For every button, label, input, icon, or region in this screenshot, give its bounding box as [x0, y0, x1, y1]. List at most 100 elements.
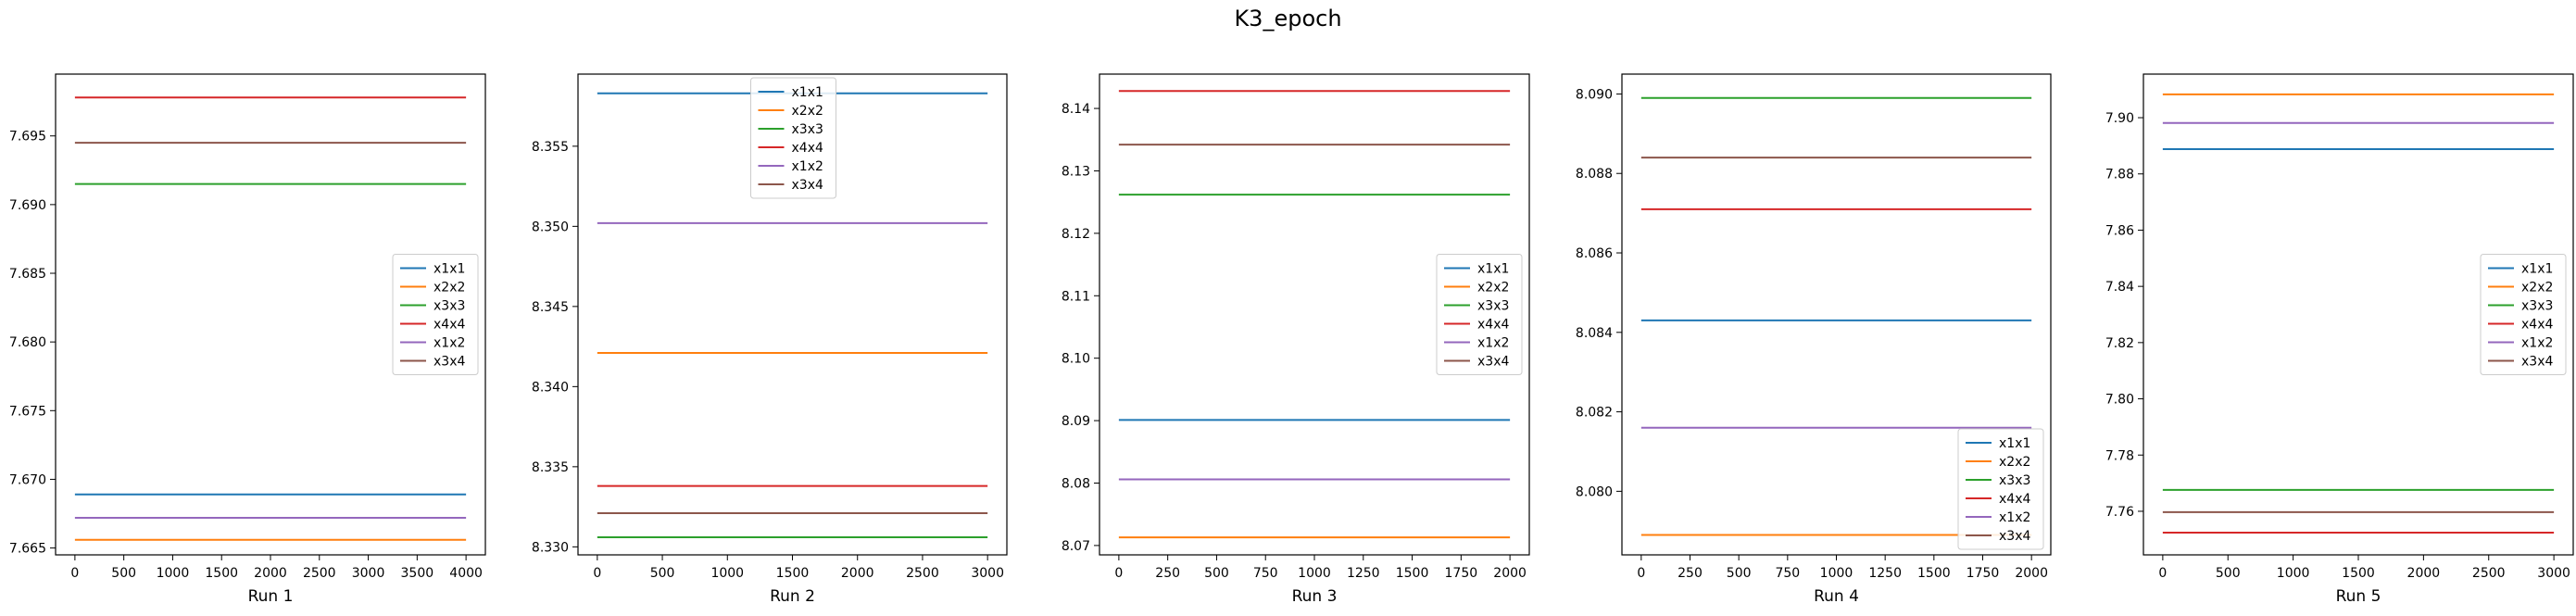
legend-label-x2x2: x2x2: [792, 104, 823, 119]
x-tick-label: 1000: [2277, 566, 2310, 581]
y-tick-label: 8.090: [1576, 87, 1613, 102]
y-tick-label: 7.78: [2105, 448, 2134, 463]
y-tick-label: 8.340: [532, 380, 569, 395]
legend-label-x3x4: x3x4: [1477, 355, 1509, 370]
x-tick-label: 250: [1155, 566, 1180, 581]
y-tick-label: 8.084: [1576, 326, 1613, 341]
y-tick-label: 7.76: [2105, 505, 2134, 520]
y-tick-label: 8.345: [532, 300, 569, 315]
y-tick-label: 7.665: [9, 542, 46, 557]
legend-label-x4x4: x4x4: [1477, 318, 1509, 333]
x-tick-label: 2000: [1493, 566, 1527, 581]
legend-label-x2x2: x2x2: [1999, 455, 2030, 470]
legend-label-x4x4: x4x4: [434, 318, 465, 333]
x-tick-label: 1000: [1298, 566, 1331, 581]
x-tick-label: 2500: [2472, 566, 2506, 581]
y-tick-label: 8.14: [1062, 102, 1090, 117]
y-tick-label: 7.90: [2105, 111, 2134, 126]
x-tick-label: 2000: [254, 566, 287, 581]
legend-label-x2x2: x2x2: [2521, 281, 2553, 295]
legend: x1x1 x2x2 x3x3 x4x4 x1x2 x3x4: [1436, 254, 1523, 375]
legend: x1x1 x2x2 x3x3 x4x4 x1x2 x3x4: [1957, 428, 2044, 550]
x-tick-label: 1500: [776, 566, 810, 581]
x-tick-label: 1500: [205, 566, 238, 581]
y-tick-label: 8.350: [532, 220, 569, 234]
legend-label-x4x4: x4x4: [792, 141, 823, 156]
x-axis-label: Run 1: [248, 587, 294, 606]
x-tick-label: 1250: [1347, 566, 1380, 581]
x-tick-label: 500: [650, 566, 675, 581]
y-tick-label: 8.080: [1576, 484, 1613, 499]
legend-label-x3x3: x3x3: [1999, 473, 2030, 488]
x-tick-label: 0: [593, 566, 601, 581]
x-tick-label: 0: [1114, 566, 1123, 581]
legend-box: [1436, 254, 1523, 375]
figure-title: K3_epoch: [1234, 6, 1342, 31]
x-axis-label: Run 3: [1292, 587, 1338, 606]
legend-label-x2x2: x2x2: [434, 281, 465, 295]
x-tick-label: 1750: [1967, 566, 2000, 581]
legend-label-x3x3: x3x3: [792, 122, 823, 137]
x-tick-label: 500: [1727, 566, 1752, 581]
x-tick-label: 2500: [906, 566, 939, 581]
x-tick-label: 1500: [1396, 566, 1429, 581]
legend-label-x1x2: x1x2: [1477, 336, 1509, 351]
y-tick-label: 8.07: [1062, 539, 1090, 554]
y-tick-label: 8.09: [1062, 414, 1090, 429]
x-axis-label: Run 5: [2336, 587, 2381, 606]
legend-box: [392, 254, 479, 375]
legend-label-x3x3: x3x3: [434, 299, 465, 314]
x-tick-label: 3000: [352, 566, 385, 581]
legend-label-x1x1: x1x1: [434, 262, 465, 277]
x-tick-label: 2000: [2015, 566, 2048, 581]
subplot-4: 0 250 500 750 1000 1250 1500 1750 2000 8.080 8.082…: [1576, 73, 2052, 606]
legend-label-x1x2: x1x2: [434, 336, 465, 351]
legend-label-x3x3: x3x3: [1477, 299, 1509, 314]
x-tick-label: 3000: [971, 566, 1004, 581]
y-tick-label: 7.685: [9, 267, 46, 282]
y-tick-label: 7.675: [9, 404, 46, 419]
y-tick-label: 8.08: [1062, 476, 1090, 491]
x-tick-label: 0: [1637, 566, 1645, 581]
x-tick-label: 500: [2216, 566, 2241, 581]
legend-label-x3x3: x3x3: [2521, 299, 2553, 314]
legend-label-x1x2: x1x2: [792, 159, 823, 174]
y-tick-label: 7.670: [9, 472, 46, 487]
legend-label-x1x2: x1x2: [1999, 510, 2030, 525]
legend-label-x4x4: x4x4: [2521, 318, 2553, 333]
legend-label-x2x2: x2x2: [1477, 281, 1509, 295]
x-tick-label: 0: [2158, 566, 2167, 581]
legend-label-x3x4: x3x4: [2521, 355, 2553, 370]
subplot-2: 0 500 1000 1500 2000 2500 3000 8.330 8.335 8.340 8…: [532, 73, 1008, 606]
x-tick-label: 0: [70, 566, 79, 581]
x-axis-label: Run 2: [770, 587, 815, 606]
y-tick-label: 7.80: [2105, 393, 2134, 408]
legend-label-x3x4: x3x4: [434, 355, 465, 370]
x-tick-label: 3000: [2537, 566, 2570, 581]
legend-label-x1x2: x1x2: [2521, 336, 2553, 351]
y-tick-label: 7.84: [2105, 280, 2134, 295]
legend-label-x1x1: x1x1: [1999, 436, 2030, 451]
y-tick-label: 8.335: [532, 460, 569, 475]
x-tick-label: 3500: [401, 566, 434, 581]
x-tick-label: 2000: [2407, 566, 2441, 581]
x-tick-label: 750: [1775, 566, 1800, 581]
legend-label-x3x4: x3x4: [792, 178, 823, 193]
legend: x1x1 x2x2 x3x3 x4x4 x1x2 x3x4: [392, 254, 479, 375]
y-tick-label: 7.690: [9, 198, 46, 213]
x-tick-label: 2000: [841, 566, 874, 581]
x-axis-label: Run 4: [1814, 587, 1859, 606]
legend-box: [1957, 428, 2044, 550]
legend: x1x1 x2x2 x3x3 x4x4 x1x2 x3x4: [750, 77, 836, 199]
legend-label-x4x4: x4x4: [1999, 492, 2030, 507]
y-tick-label: 8.12: [1062, 227, 1090, 242]
y-tick-label: 8.330: [532, 540, 569, 555]
y-tick-label: 8.11: [1062, 289, 1090, 304]
legend-label-x1x1: x1x1: [2521, 262, 2553, 277]
x-tick-label: 750: [1253, 566, 1278, 581]
x-tick-label: 1750: [1445, 566, 1478, 581]
x-tick-label: 1500: [2342, 566, 2375, 581]
legend: x1x1 x2x2 x3x3 x4x4 x1x2 x3x4: [2480, 254, 2567, 375]
legend-label-x1x1: x1x1: [792, 85, 823, 100]
